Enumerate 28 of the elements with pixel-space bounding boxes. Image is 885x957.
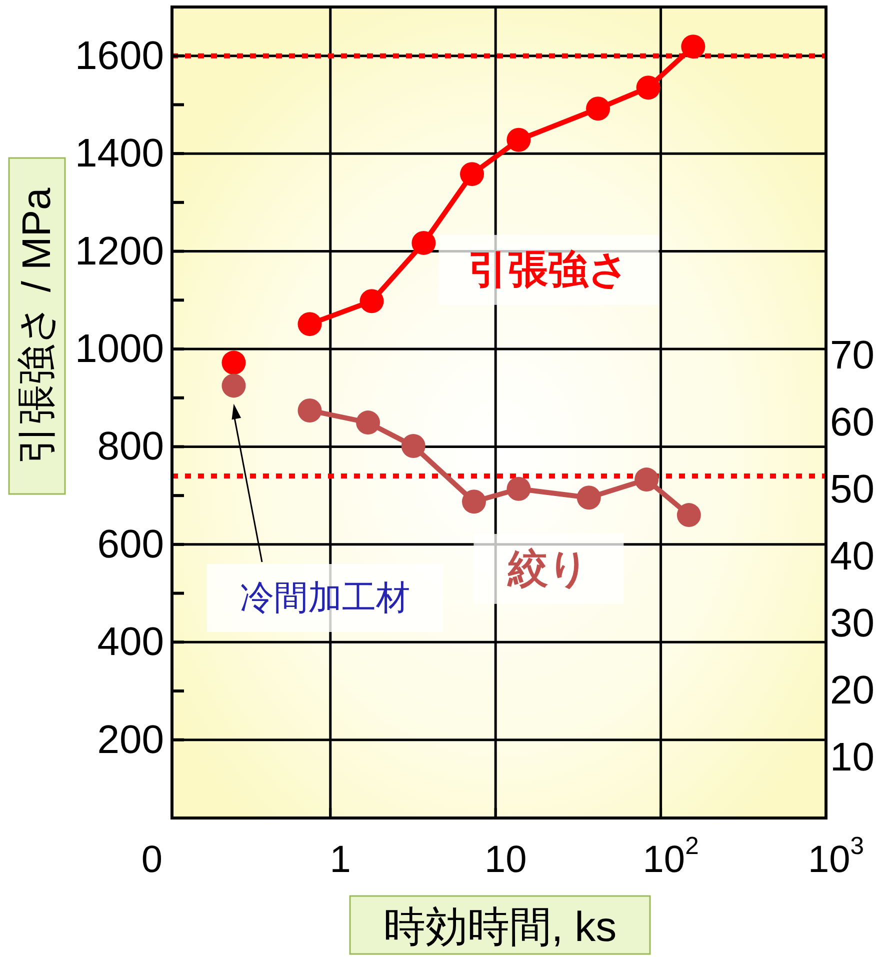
y2-tick-label: 50	[830, 468, 874, 512]
y2-tick-label: 30	[830, 602, 874, 646]
y-tick-label: 1400	[75, 132, 164, 176]
y2-tick-label: 40	[830, 534, 874, 579]
y-tick-label: 800	[97, 424, 164, 469]
y2-tick-label: 10	[830, 736, 874, 780]
y-tick-label: 200	[97, 718, 164, 762]
series-label: 絞り	[507, 546, 590, 591]
x-tick-label: 10$^{2}$	[642, 833, 699, 881]
xlabel: 時効時間, ks	[349, 895, 651, 955]
y2-tick-label: 20	[830, 668, 874, 713]
y-tick-label: 1600	[75, 34, 164, 78]
y-tick-label: 400	[97, 620, 164, 664]
ylabel: 引張強さ / MPa	[8, 157, 66, 495]
y-tick-label: 1000	[75, 326, 164, 371]
annotation: 冷間加工材	[207, 404, 443, 632]
x-tick-label: 0	[141, 839, 163, 881]
y-tick-label: 600	[97, 522, 164, 566]
series-label: 引張強さ	[468, 248, 630, 292]
y-tick-label: 1200	[75, 229, 164, 274]
x-axis-title: 時効時間, ks	[383, 902, 617, 950]
x-tick-label: 10	[484, 839, 527, 881]
y2-tick-label: 70	[830, 334, 874, 378]
y2-tick-label: 60	[830, 400, 874, 445]
x-tick-label: 10$^{3}$	[808, 833, 864, 881]
annotation: 冷間加工材	[240, 579, 410, 617]
y-axis-title: 引張強さ / MPa	[15, 186, 59, 464]
x-tick-label: 1	[330, 839, 351, 881]
